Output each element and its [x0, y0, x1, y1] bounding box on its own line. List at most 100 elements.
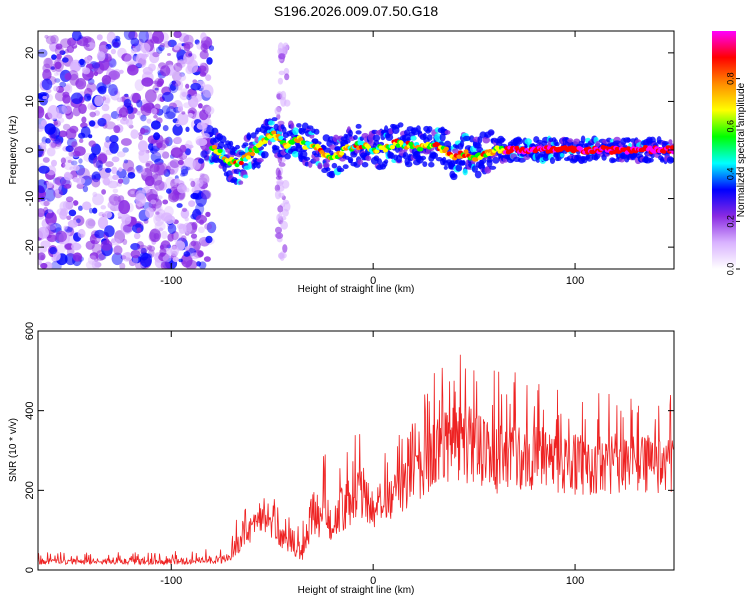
heatmap-cell [130, 92, 140, 104]
heatmap-cell [83, 93, 92, 102]
heatmap-cell [331, 162, 338, 169]
heatmap-cell [121, 214, 132, 225]
heatmap-cell [172, 80, 181, 87]
snr-frame [37, 330, 675, 571]
heatmap-cell [102, 145, 109, 153]
heatmap-cell [183, 157, 196, 171]
heatmap-cell [343, 139, 351, 144]
heatmap-cell [278, 162, 286, 167]
heatmap-cell [46, 222, 57, 231]
heatmap-cell [167, 39, 177, 48]
heatmap-cell [443, 165, 448, 170]
heatmap-cell [63, 173, 73, 181]
heatmap-cell [163, 137, 170, 144]
heatmap-cell [238, 151, 247, 156]
heatmap-cell [284, 73, 290, 81]
heatmap-cell [68, 209, 77, 217]
heatmap-cell [418, 146, 424, 152]
heatmap-cell [41, 119, 47, 127]
heatmap-cell [283, 201, 291, 212]
heatmap-cell [198, 261, 207, 269]
heatmap-cell [44, 34, 49, 39]
snr-y-label: SNR (10 * v/v) [8, 418, 19, 482]
heatmap-cell [191, 221, 198, 230]
colorbar-ticks: 0.0 0.2 0.4 0.6 0.8 [725, 72, 740, 275]
heatmap-cell [54, 78, 61, 83]
heatmap-cell [250, 132, 257, 139]
heatmap-cell [45, 93, 53, 102]
heatmap-cell [298, 137, 304, 142]
heatmap-cell [205, 74, 212, 81]
heatmap-cell [313, 156, 320, 162]
heatmap-cell [103, 210, 113, 219]
heatmap-cell [567, 138, 574, 143]
heatmap-cell [125, 251, 131, 258]
heatmap-cell [82, 67, 91, 75]
y-tick-label: 600 [24, 322, 36, 340]
heatmap-cell [462, 168, 468, 176]
heatmap-cell [77, 228, 86, 239]
heatmap-cell [97, 44, 109, 55]
heatmap-cell [148, 63, 156, 72]
heatmap-cell [554, 142, 560, 147]
heatmap-cell [355, 123, 362, 129]
heatmap-cell [549, 157, 556, 164]
colorbar-tick-label: 0.6 [725, 120, 735, 133]
heatmap-cell [136, 165, 146, 175]
heatmap-cell [389, 144, 396, 150]
heatmap-cell [140, 253, 152, 268]
heatmap-cell [50, 141, 57, 149]
heatmap-cell [471, 165, 478, 173]
heatmap-cell [313, 128, 320, 135]
heatmap-cell [181, 92, 187, 98]
heatmap-cell [154, 180, 165, 191]
heatmap-cell [179, 144, 187, 153]
heatmap-cell [65, 196, 74, 203]
heatmap-cell [53, 85, 59, 92]
heatmap-cell [61, 162, 66, 168]
heatmap-cell [41, 78, 53, 91]
heatmap-cell [180, 168, 189, 177]
heatmap-cell [93, 173, 101, 180]
heatmap-cell [45, 35, 57, 45]
heatmap-cell [116, 151, 126, 158]
heatmap-cell [111, 38, 121, 49]
heatmap-cell [377, 158, 382, 166]
heatmap-cell [69, 61, 81, 72]
heatmap-cell [66, 45, 75, 53]
heatmap-cell [39, 141, 47, 150]
heatmap-cell [275, 226, 282, 234]
heatmap-cell [462, 135, 471, 141]
heatmap-cell [47, 105, 60, 120]
heatmap-cell [146, 118, 152, 124]
heatmap-cell [136, 110, 141, 116]
heatmap-cell [77, 167, 90, 181]
heatmap-cell [62, 123, 71, 131]
heatmap-cell [120, 138, 132, 146]
heatmap-cell [107, 180, 119, 189]
heatmap-cell [185, 83, 190, 89]
heatmap-cell [149, 163, 160, 173]
heatmap-cell [45, 181, 53, 188]
heatmap-cell [97, 216, 109, 229]
x-tick-label: 100 [566, 275, 584, 287]
heatmap-cell [202, 133, 210, 139]
heatmap-cell [406, 137, 412, 142]
heatmap-cell [245, 155, 251, 160]
heatmap-cell [206, 221, 217, 234]
heatmap-cell [339, 151, 345, 156]
heatmap-cell [87, 255, 98, 265]
heatmap-cell [110, 48, 116, 55]
heatmap-cell [130, 48, 137, 54]
heatmap-cell [50, 260, 62, 269]
heatmap-cell [156, 195, 163, 200]
heatmap-cell [45, 138, 51, 144]
heatmap-cell [256, 158, 264, 163]
heatmap-cell [118, 200, 131, 215]
heatmap-cell [262, 139, 268, 144]
heatmap-cell [112, 174, 119, 180]
heatmap-cell [101, 104, 110, 112]
heatmap-cell [489, 165, 497, 170]
heatmap-cell [162, 199, 169, 205]
